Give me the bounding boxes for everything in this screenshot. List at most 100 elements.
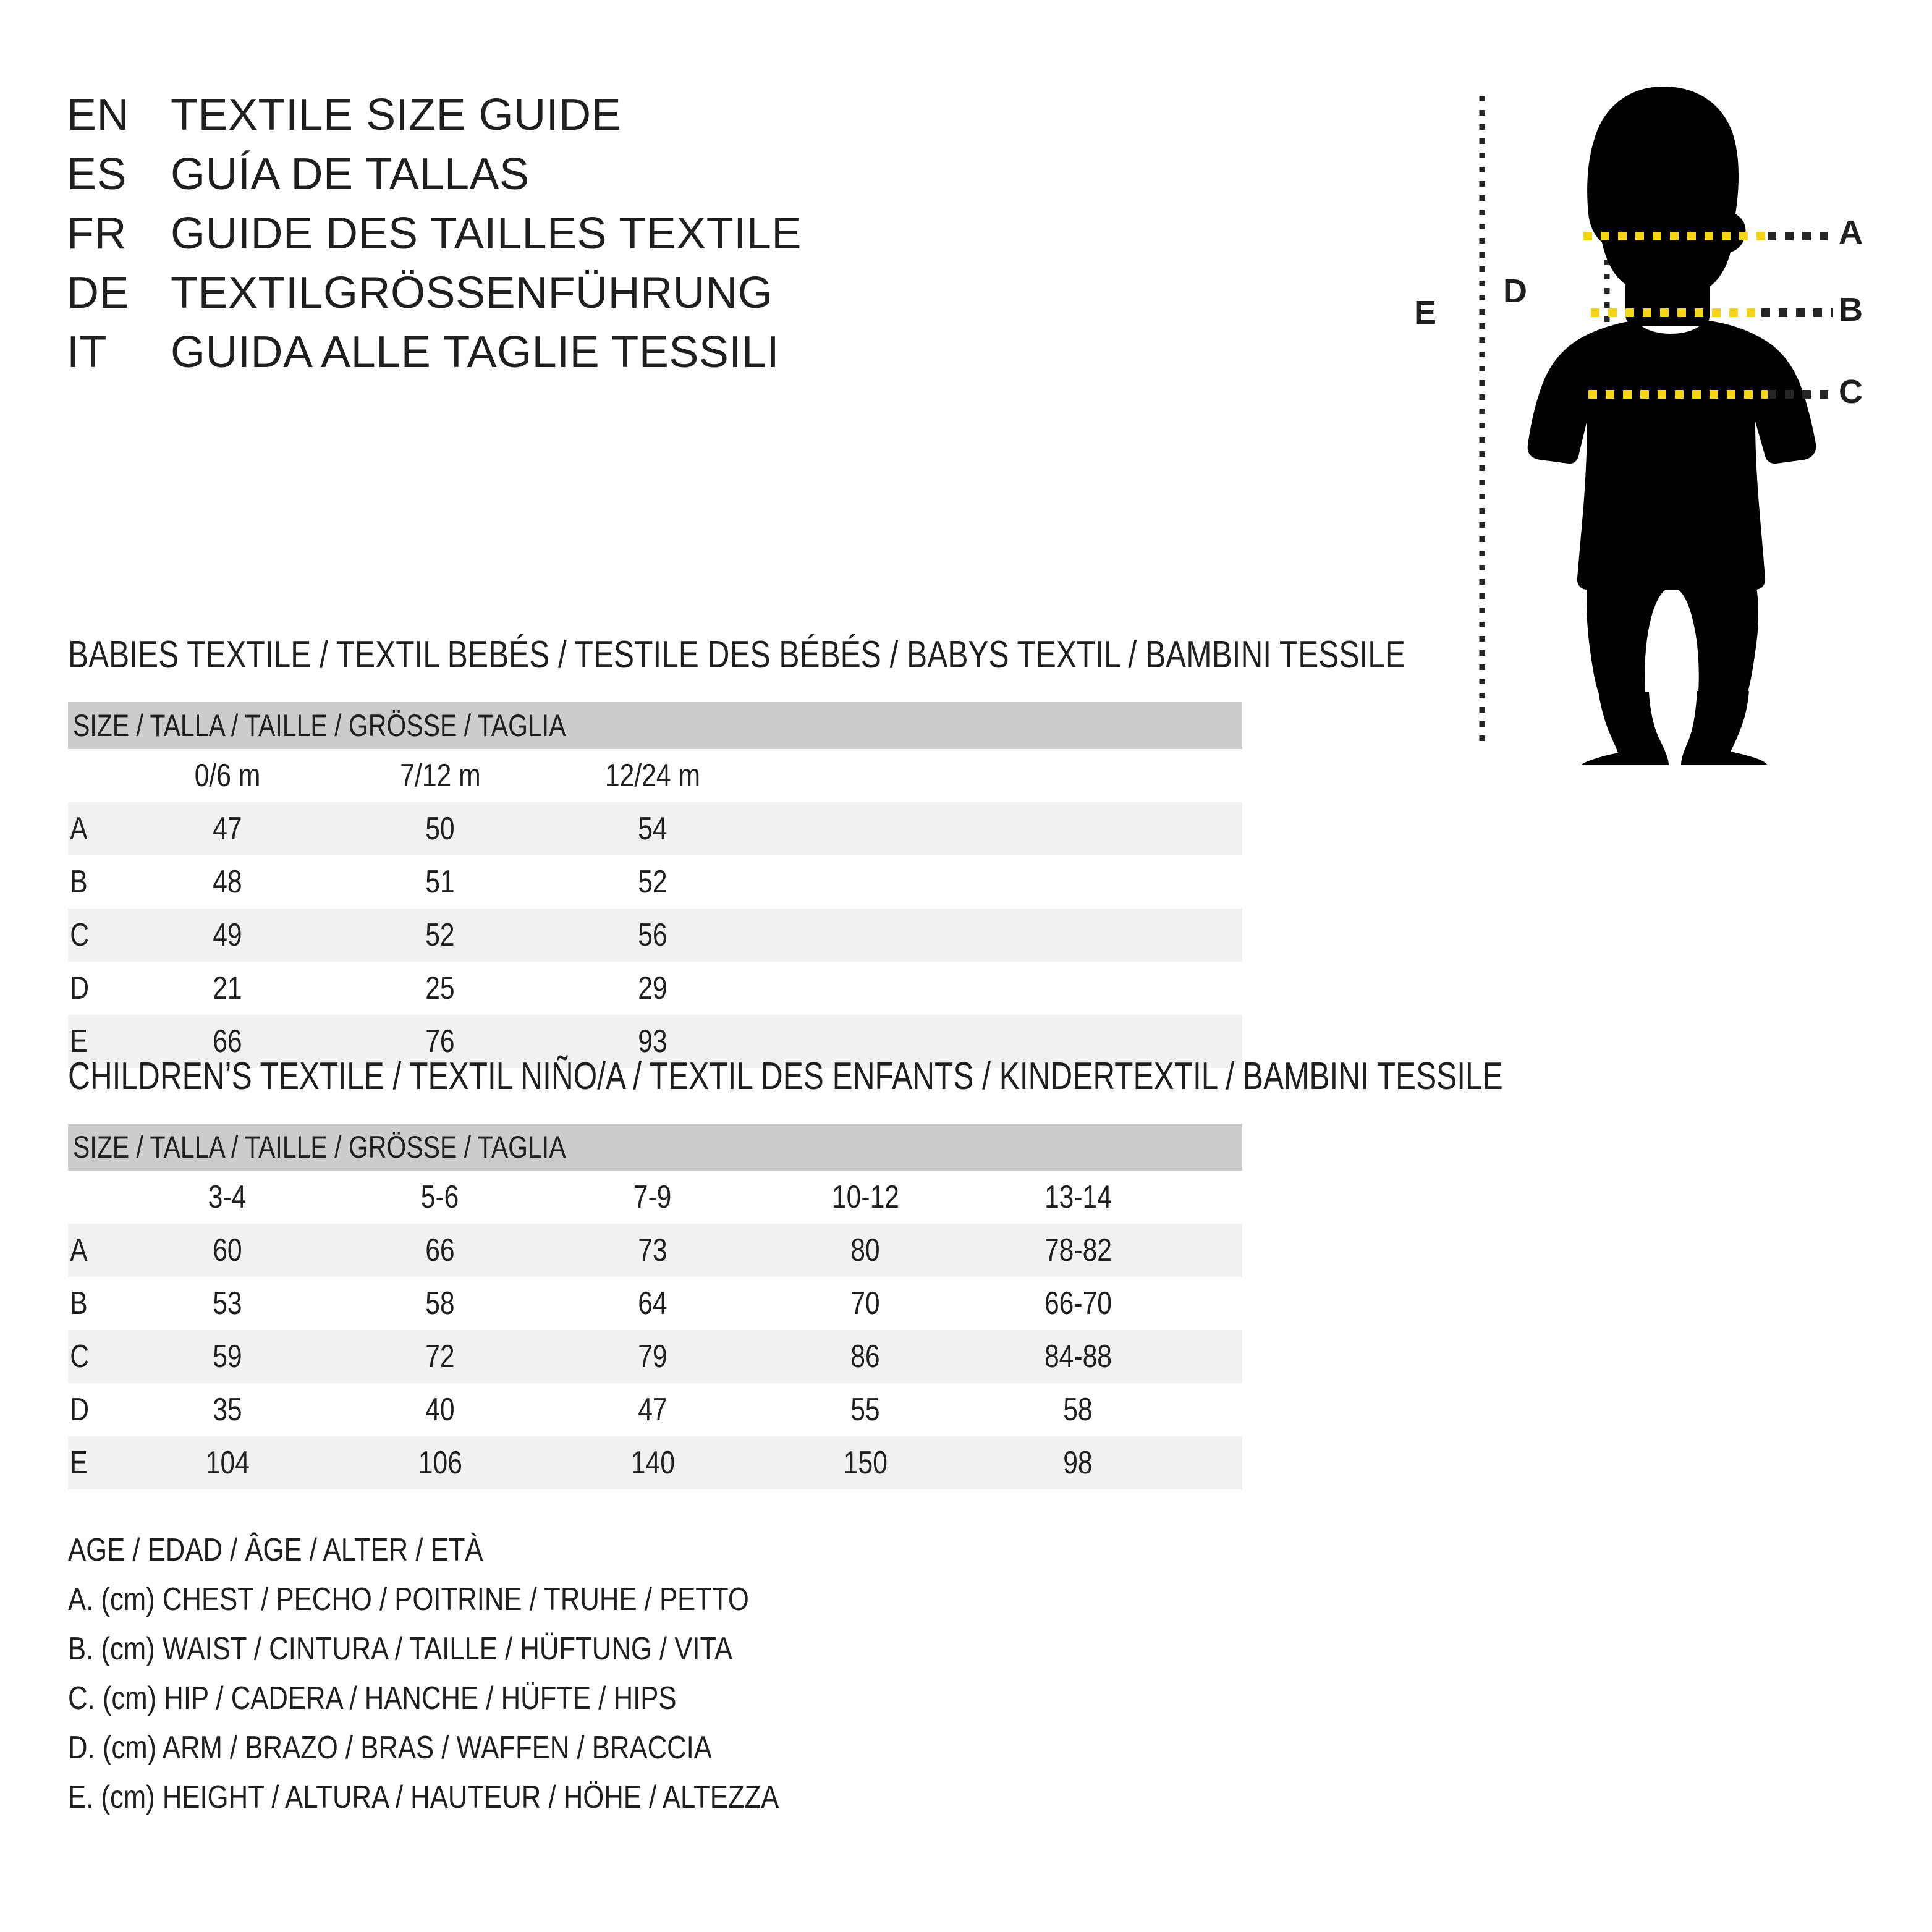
children-cell-e-3: 150 <box>843 1445 888 1481</box>
body-measurement-diagram: E D A B C <box>1409 74 1916 766</box>
babies-cell-b-0: 48 <box>213 864 242 900</box>
babies-cell-b-2: 52 <box>638 864 667 900</box>
language-code-it: IT <box>67 328 107 377</box>
children-column-header-2: 7-9 <box>633 1179 672 1215</box>
legend-line-height: E. (cm) HEIGHT / ALTURA / HAUTEUR / HÖHE… <box>68 1779 779 1815</box>
children-cell-c-1: 72 <box>425 1339 455 1375</box>
babies-section-title: BABIES TEXTILE / TEXTIL BEBÉS / TESTILE … <box>68 633 1405 676</box>
children-column-header-1: 5-6 <box>421 1179 459 1215</box>
babies-cell-e-0: 66 <box>213 1023 242 1059</box>
legend-line-hip: C. (cm) HIP / CADERA / HANCHE / HÜFTE / … <box>68 1680 677 1716</box>
babies-size-table: SIZE / TALLA / TAILLE / GRÖSSE / TAGLIA … <box>68 702 1242 1068</box>
language-row-it: IT GUIDA ALLE TAGLIE TESSILI <box>67 330 1117 389</box>
babies-cell-a-0: 47 <box>213 811 242 847</box>
children-row-label-d: D <box>70 1392 90 1428</box>
language-code-fr: FR <box>67 209 127 258</box>
figure-label-d: D <box>1503 273 1527 310</box>
children-cell-b-3: 70 <box>850 1286 880 1321</box>
children-cell-c-4: 84-88 <box>1044 1339 1112 1375</box>
table-row: B 48 51 52 <box>68 855 1242 909</box>
babies-table-head-band: SIZE / TALLA / TAILLE / GRÖSSE / TAGLIA <box>68 702 1242 749</box>
babies-cell-e-2: 93 <box>638 1023 667 1059</box>
babies-row-label-e: E <box>70 1023 88 1059</box>
language-row-fr: FR GUIDE DES TAILLES TEXTILE <box>67 211 1117 271</box>
head-and-neck-shape <box>1587 87 1746 326</box>
children-cell-b-4: 66-70 <box>1044 1286 1112 1321</box>
children-cell-e-1: 106 <box>418 1445 462 1481</box>
language-code-de: DE <box>67 268 130 318</box>
silhouette-body <box>1527 87 1816 765</box>
babies-row-label-d: D <box>70 970 90 1006</box>
children-cell-a-4: 78-82 <box>1044 1232 1112 1268</box>
children-table-head-band: SIZE / TALLA / TAILLE / GRÖSSE / TAGLIA <box>68 1124 1242 1171</box>
children-head-band-label: SIZE / TALLA / TAILLE / GRÖSSE / TAGLIA <box>73 1130 566 1164</box>
table-row: D 21 25 29 <box>68 962 1242 1015</box>
child-silhouette-svg <box>1479 87 1833 765</box>
language-row-es: ES GUÍA DE TALLAS <box>67 152 1117 211</box>
babies-cell-c-0: 49 <box>213 917 242 953</box>
children-cell-c-2: 79 <box>638 1339 667 1375</box>
table-row: A 47 50 54 <box>68 802 1242 855</box>
language-code-es: ES <box>67 150 127 199</box>
babies-cell-a-1: 50 <box>425 811 455 847</box>
children-column-header-4: 13-14 <box>1044 1179 1112 1215</box>
table-row: E 104 106 140 150 98 <box>68 1436 1242 1489</box>
children-cell-a-0: 60 <box>213 1232 242 1268</box>
language-row-de: DE TEXTILGRÖSSENFÜHRUNG <box>67 271 1117 330</box>
children-row-label-e: E <box>70 1445 88 1481</box>
children-cell-b-1: 58 <box>425 1286 455 1321</box>
babies-row-label-b: B <box>70 864 88 900</box>
language-title-it: GUIDA ALLE TAGLIE TESSILI <box>171 328 779 377</box>
figure-label-b: B <box>1839 291 1863 328</box>
children-column-header-3: 10-12 <box>831 1179 899 1215</box>
children-section-title: CHILDREN’S TEXTILE / TEXTIL NIÑO/A / TEX… <box>68 1055 1503 1098</box>
children-cell-a-2: 73 <box>638 1232 667 1268</box>
babies-column-header-0: 0/6 m <box>194 758 261 794</box>
table-row: D 35 40 47 55 58 <box>68 1383 1242 1436</box>
measurement-legend: AGE / EDAD / ÂGE / ALTER / ETÀ A. (cm) C… <box>68 1532 915 1828</box>
language-row-en: EN TEXTILE SIZE GUIDE <box>67 93 1117 152</box>
figure-label-e: E <box>1414 294 1437 331</box>
table-row: C 49 52 56 <box>68 909 1242 962</box>
table-row: C 59 72 79 86 84-88 <box>68 1330 1242 1383</box>
babies-cell-a-2: 54 <box>638 811 667 847</box>
table-row: A 60 66 73 80 78-82 <box>68 1224 1242 1277</box>
babies-cell-e-1: 76 <box>425 1023 455 1059</box>
children-cell-b-0: 53 <box>213 1286 242 1321</box>
legend-line-waist: B. (cm) WAIST / CINTURA / TAILLE / HÜFTU… <box>68 1631 733 1667</box>
children-cell-e-2: 140 <box>630 1445 675 1481</box>
babies-cell-d-2: 29 <box>638 970 667 1006</box>
shorts-shape <box>1587 587 1758 692</box>
children-cell-d-2: 47 <box>638 1392 667 1428</box>
legend-line-arm: D. (cm) ARM / BRAZO / BRAS / WAFFEN / BR… <box>68 1730 712 1766</box>
babies-column-header-2: 12/24 m <box>604 758 701 794</box>
babies-cell-c-1: 52 <box>425 917 455 953</box>
children-cell-a-3: 80 <box>850 1232 880 1268</box>
children-column-header-row: 3-4 5-6 7-9 10-12 13-14 <box>68 1171 1242 1224</box>
figure-label-c: C <box>1839 373 1863 410</box>
children-cell-c-0: 59 <box>213 1339 242 1375</box>
babies-row-label-a: A <box>70 811 88 847</box>
language-title-de: TEXTILGRÖSSENFÜHRUNG <box>171 268 773 318</box>
babies-row-label-c: C <box>70 917 90 953</box>
children-cell-c-3: 86 <box>850 1339 880 1375</box>
children-cell-d-3: 55 <box>850 1392 880 1428</box>
torso-tshirt-shape <box>1527 320 1816 590</box>
babies-column-header-1: 7/12 m <box>399 758 481 794</box>
children-cell-e-4: 98 <box>1063 1445 1093 1481</box>
babies-column-header-row: 0/6 m 7/12 m 12/24 m <box>68 749 1242 802</box>
babies-cell-d-0: 21 <box>213 970 242 1006</box>
children-row-label-a: A <box>70 1232 88 1268</box>
language-title-es: GUÍA DE TALLAS <box>171 150 530 199</box>
language-code-en: EN <box>67 90 130 140</box>
children-cell-e-0: 104 <box>205 1445 250 1481</box>
children-cell-d-1: 40 <box>425 1392 455 1428</box>
children-cell-d-4: 58 <box>1063 1392 1093 1428</box>
figure-label-a: A <box>1839 214 1863 251</box>
table-row: E 66 76 93 <box>68 1015 1242 1068</box>
language-title-list: EN TEXTILE SIZE GUIDE ES GUÍA DE TALLAS … <box>67 93 1117 389</box>
language-title-fr: GUIDE DES TAILLES TEXTILE <box>171 209 802 258</box>
children-row-label-b: B <box>70 1286 88 1321</box>
children-cell-a-1: 66 <box>425 1232 455 1268</box>
